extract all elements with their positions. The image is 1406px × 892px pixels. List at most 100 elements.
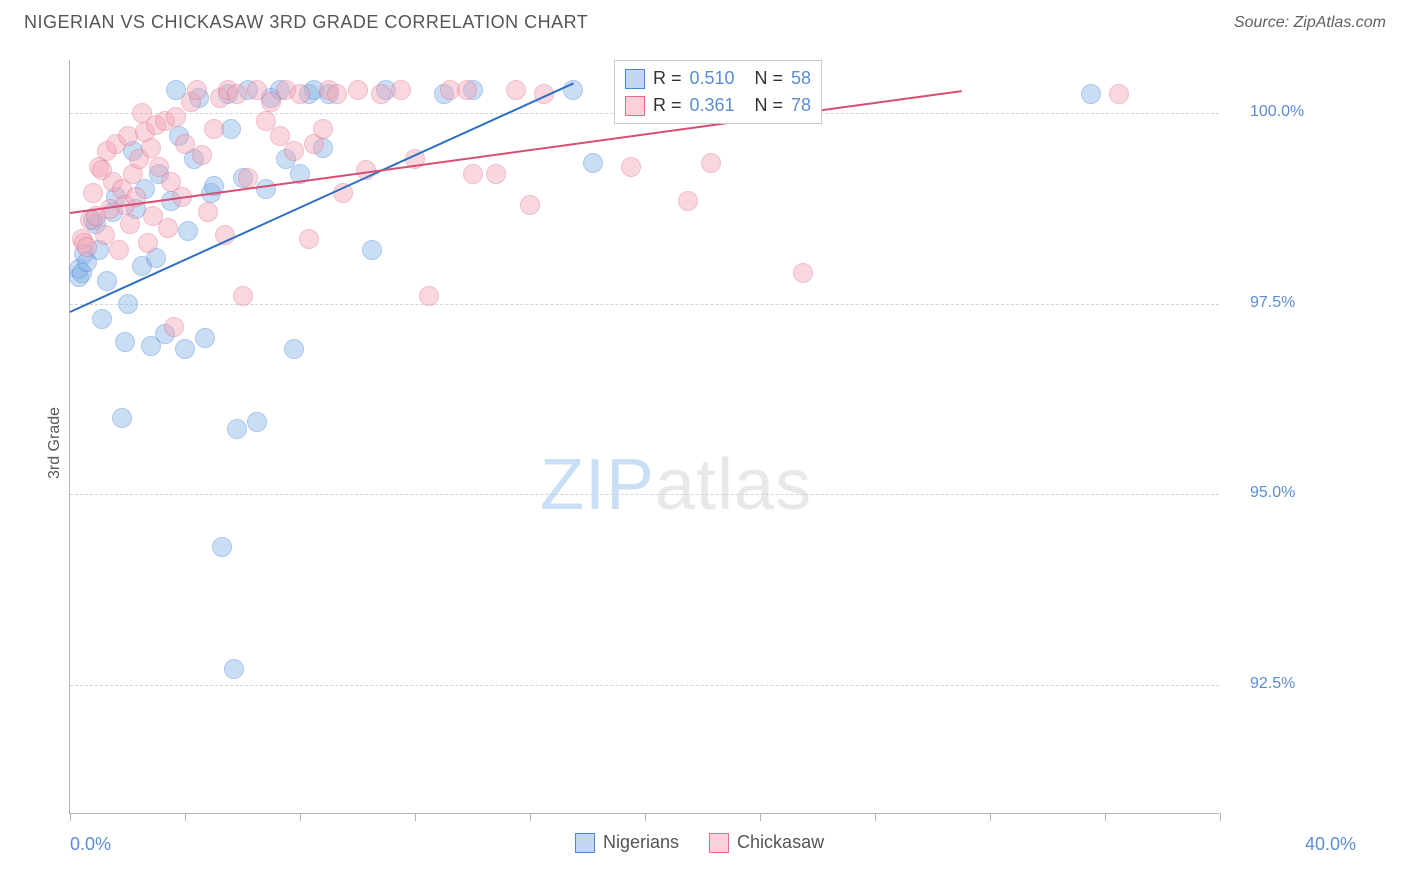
scatter-point <box>1081 84 1101 104</box>
x-tick <box>185 813 186 821</box>
watermark-atlas: atlas <box>655 445 812 525</box>
legend-series-name: Nigerians <box>603 832 679 853</box>
scatter-point <box>371 84 391 104</box>
legend-item: Nigerians <box>575 832 679 853</box>
scatter-point <box>77 237 97 257</box>
scatter-point <box>419 286 439 306</box>
y-tick-label: 97.5% <box>1250 294 1295 312</box>
scatter-point <box>112 408 132 428</box>
x-tick <box>1220 813 1221 821</box>
plot-container: 3rd Grade ZIPatlas 92.5%95.0%97.5%100.0%… <box>24 50 1384 835</box>
x-tick-label-max: 40.0% <box>1305 834 1356 855</box>
plot-area: ZIPatlas 92.5%95.0%97.5%100.0%0.0%40.0%R… <box>69 60 1219 814</box>
scatter-point <box>583 153 603 173</box>
legend-r-value: 0.510 <box>689 65 734 92</box>
scatter-point <box>115 332 135 352</box>
x-tick <box>530 813 531 821</box>
chart-title: NIGERIAN VS CHICKASAW 3RD GRADE CORRELAT… <box>24 12 588 33</box>
scatter-point <box>227 84 247 104</box>
scatter-point <box>224 659 244 679</box>
legend-item: Chickasaw <box>709 832 824 853</box>
scatter-point <box>284 141 304 161</box>
scatter-point <box>348 80 368 100</box>
legend-n-label: N = <box>755 92 784 119</box>
correlation-legend: R = 0.510 N = 58 R = 0.361 N = 78 <box>614 60 822 124</box>
gridline-h <box>70 685 1219 686</box>
scatter-point <box>1109 84 1129 104</box>
scatter-point <box>247 412 267 432</box>
scatter-point <box>120 214 140 234</box>
scatter-point <box>701 153 721 173</box>
x-tick <box>1105 813 1106 821</box>
legend-swatch <box>575 833 595 853</box>
y-tick-label: 95.0% <box>1250 484 1295 502</box>
scatter-point <box>83 183 103 203</box>
scatter-point <box>158 218 178 238</box>
legend-n-value: 78 <box>791 92 811 119</box>
legend-r-value: 0.361 <box>689 92 734 119</box>
scatter-point <box>290 84 310 104</box>
scatter-point <box>793 263 813 283</box>
scatter-point <box>506 80 526 100</box>
legend-n-value: 58 <box>791 65 811 92</box>
scatter-point <box>221 119 241 139</box>
scatter-point <box>138 233 158 253</box>
scatter-point <box>238 168 258 188</box>
legend-bottom: Nigerians Chickasaw <box>575 832 824 853</box>
scatter-point <box>166 107 186 127</box>
legend-r-label: R = <box>653 92 682 119</box>
legend-r-label: R = <box>653 65 682 92</box>
chart-header: NIGERIAN VS CHICKASAW 3RD GRADE CORRELAT… <box>0 0 1406 43</box>
scatter-point <box>198 202 218 222</box>
scatter-point <box>256 179 276 199</box>
legend-swatch <box>625 96 645 116</box>
scatter-point <box>97 271 117 291</box>
scatter-point <box>362 240 382 260</box>
x-tick <box>875 813 876 821</box>
scatter-point <box>233 286 253 306</box>
gridline-h <box>70 494 1219 495</box>
scatter-point <box>109 240 129 260</box>
scatter-point <box>118 294 138 314</box>
x-tick <box>300 813 301 821</box>
legend-n-label: N = <box>755 65 784 92</box>
chart-source: Source: ZipAtlas.com <box>1234 14 1386 32</box>
scatter-point <box>299 229 319 249</box>
scatter-point <box>621 157 641 177</box>
scatter-point <box>327 84 347 104</box>
scatter-point <box>141 138 161 158</box>
scatter-point <box>204 119 224 139</box>
scatter-point <box>212 537 232 557</box>
x-tick <box>645 813 646 821</box>
scatter-point <box>463 164 483 184</box>
scatter-point <box>457 80 477 100</box>
legend-series-name: Chickasaw <box>737 832 824 853</box>
scatter-point <box>187 80 207 100</box>
x-tick <box>70 813 71 821</box>
scatter-point <box>195 328 215 348</box>
scatter-point <box>391 80 411 100</box>
y-tick-label: 92.5% <box>1250 675 1295 693</box>
x-tick <box>990 813 991 821</box>
scatter-point <box>520 195 540 215</box>
x-tick <box>760 813 761 821</box>
watermark: ZIPatlas <box>540 444 812 526</box>
x-tick-label-min: 0.0% <box>70 834 111 855</box>
correlation-legend-row: R = 0.361 N = 78 <box>625 92 811 119</box>
scatter-point <box>92 309 112 329</box>
scatter-point <box>164 317 184 337</box>
y-tick-label: 100.0% <box>1250 103 1304 121</box>
correlation-legend-row: R = 0.510 N = 58 <box>625 65 811 92</box>
scatter-point <box>313 119 333 139</box>
scatter-point <box>486 164 506 184</box>
watermark-zip: ZIP <box>540 445 655 525</box>
scatter-point <box>175 339 195 359</box>
scatter-point <box>678 191 698 211</box>
y-axis-label: 3rd Grade <box>46 406 64 478</box>
legend-swatch <box>625 69 645 89</box>
scatter-point <box>178 221 198 241</box>
scatter-point <box>284 339 304 359</box>
x-tick <box>415 813 416 821</box>
scatter-point <box>192 145 212 165</box>
scatter-point <box>227 419 247 439</box>
